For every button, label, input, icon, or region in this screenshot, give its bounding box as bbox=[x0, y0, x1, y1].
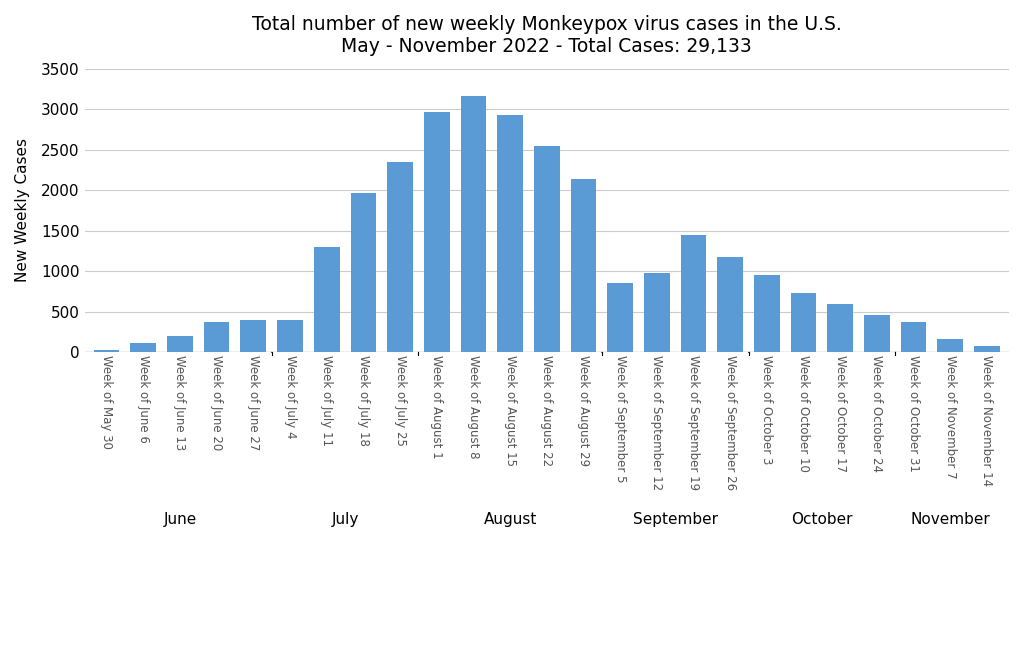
Bar bbox=[644, 273, 670, 352]
Text: June: June bbox=[164, 512, 197, 527]
Bar bbox=[607, 284, 633, 352]
Text: July: July bbox=[332, 512, 358, 527]
Bar bbox=[937, 339, 964, 352]
Bar bbox=[864, 315, 890, 352]
Bar bbox=[350, 192, 376, 352]
Bar bbox=[974, 346, 999, 352]
Bar bbox=[718, 257, 743, 352]
Bar bbox=[791, 293, 816, 352]
Bar bbox=[827, 305, 853, 352]
Bar bbox=[314, 247, 340, 352]
Bar bbox=[278, 320, 303, 352]
Bar bbox=[901, 323, 927, 352]
Bar bbox=[204, 322, 229, 352]
Bar bbox=[241, 320, 266, 352]
Bar bbox=[681, 235, 707, 352]
Bar bbox=[387, 162, 413, 352]
Bar bbox=[461, 97, 486, 352]
Bar bbox=[534, 147, 560, 352]
Bar bbox=[570, 179, 596, 352]
Bar bbox=[754, 274, 779, 352]
Bar bbox=[167, 336, 193, 352]
Bar bbox=[498, 115, 523, 352]
Bar bbox=[130, 343, 156, 352]
Bar bbox=[424, 112, 450, 352]
Bar bbox=[94, 350, 120, 352]
Text: November: November bbox=[910, 512, 990, 527]
Text: August: August bbox=[483, 512, 537, 527]
Text: October: October bbox=[792, 512, 853, 527]
Title: Total number of new weekly Monkeypox virus cases in the U.S.
May - November 2022: Total number of new weekly Monkeypox vir… bbox=[252, 15, 842, 56]
Text: September: September bbox=[633, 512, 718, 527]
Y-axis label: New Weekly Cases: New Weekly Cases bbox=[15, 139, 30, 282]
